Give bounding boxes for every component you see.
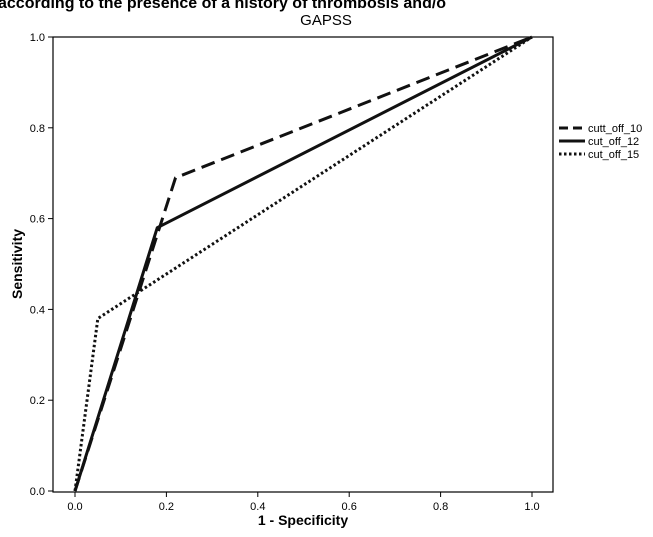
x-axis: 0.0 0.2 0.4 0.6 0.8 1.0: [67, 492, 540, 513]
plot-frame: [52, 36, 554, 493]
x-tick-label: 0.2: [159, 501, 174, 513]
series-line-cutt_off_10: [73, 35, 533, 492]
legend-label: cut_off_12: [588, 136, 639, 148]
legend-label: cut_off_15: [588, 149, 639, 161]
y-tick-label: 0.8: [30, 123, 45, 135]
x-tick-label: 0.8: [433, 501, 448, 513]
x-tick-label: 0.0: [67, 501, 82, 513]
caption-text: according to the presence of a history o…: [0, 0, 446, 12]
x-tick-label: 0.6: [342, 501, 357, 513]
series-layer: [73, 35, 533, 492]
y-tick-label: 1.0: [30, 32, 45, 44]
legend-label: cutt_off_10: [588, 123, 642, 135]
y-tick-label: 0.2: [30, 395, 45, 407]
y-axis: 0.0 0.2 0.4 0.6 0.8 1.0: [30, 32, 53, 498]
chart-title: GAPSS: [300, 12, 352, 29]
x-axis-label: 1 - Specificity: [258, 512, 348, 528]
x-tick-label: 1.0: [524, 501, 539, 513]
y-tick-label: 0.4: [30, 304, 45, 316]
series-line-cut_off_12: [73, 35, 533, 492]
y-tick-label: 0.0: [30, 486, 45, 498]
series-line-cut_off_15: [73, 35, 533, 492]
y-axis-label: Sensitivity: [9, 229, 25, 299]
y-tick-label: 0.6: [30, 214, 45, 226]
x-tick-label: 0.4: [250, 501, 265, 513]
